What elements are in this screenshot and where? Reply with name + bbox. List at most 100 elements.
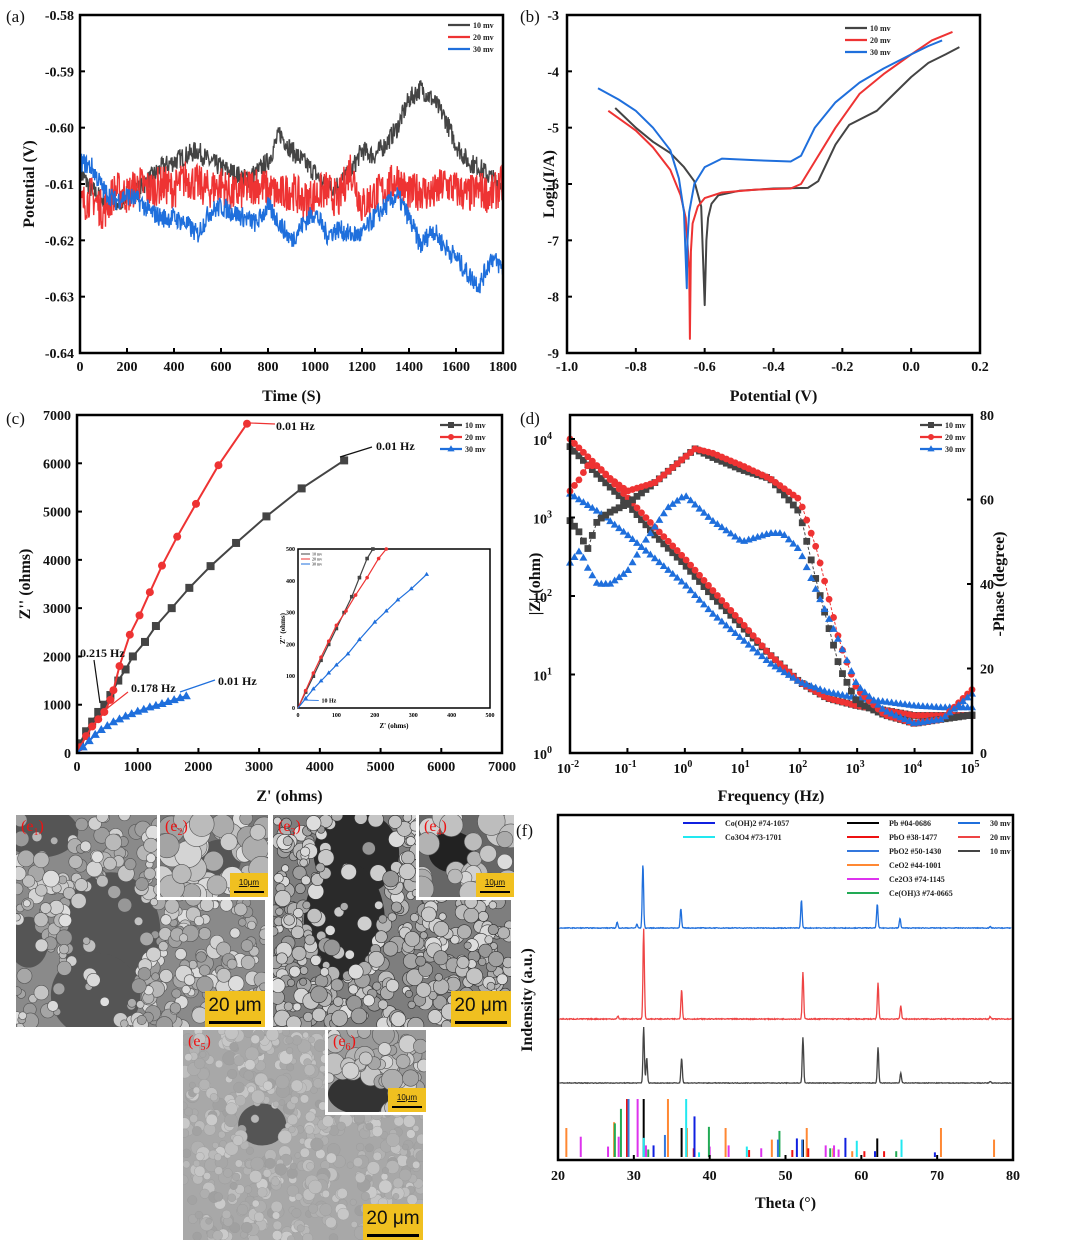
- data-point: [803, 516, 811, 524]
- data-point: [597, 466, 605, 473]
- data-point: [802, 563, 811, 571]
- data-point: [883, 707, 892, 715]
- legend-reference-label: Co3O4 #73-1701: [725, 833, 782, 842]
- x-tick-label: 0: [77, 360, 84, 375]
- data-point: [673, 553, 681, 561]
- data-point: [842, 656, 851, 664]
- data-point: [96, 725, 106, 734]
- data-point: [615, 492, 623, 500]
- y-tick-label: 0: [64, 747, 71, 762]
- data-point: [669, 464, 677, 471]
- annotation-label: 0.01 Hz: [218, 674, 257, 688]
- data-point: [865, 692, 874, 700]
- x-tick-label: 0: [74, 760, 81, 775]
- x-axis-label: Z' (ohms): [256, 788, 322, 805]
- data-point: [243, 419, 251, 428]
- x-tick-label: 800: [258, 360, 279, 375]
- x-tick-label: 3000: [245, 760, 273, 775]
- data-point: [735, 535, 744, 543]
- data-point: [718, 457, 726, 465]
- x-tick-label: 102: [788, 759, 807, 777]
- data-point: [579, 498, 588, 506]
- legend-c-label: 20 mv: [465, 433, 486, 442]
- inset-data-point: [311, 674, 316, 678]
- data-point: [173, 532, 182, 541]
- scale-bar-label: 10μm: [238, 878, 260, 887]
- x-axis-label: Frequency (Hz): [718, 788, 825, 805]
- inset-y-tick-label: 400: [286, 579, 295, 585]
- y2-tick-label: 0: [980, 747, 987, 762]
- data-point: [842, 691, 851, 699]
- annotation-label: 0.215 Hz: [80, 646, 125, 660]
- data-point: [964, 712, 971, 720]
- x-tick-label: 5000: [367, 760, 395, 775]
- data-point: [114, 714, 125, 723]
- data-point: [780, 668, 789, 676]
- annotation-label: 0.01 Hz: [276, 419, 315, 433]
- data-point: [128, 652, 137, 661]
- x-tick-label: 6000: [427, 760, 455, 775]
- data-point: [771, 662, 780, 670]
- data-point: [583, 501, 592, 508]
- data-point: [655, 515, 664, 523]
- data-point: [781, 491, 788, 499]
- data-point: [121, 665, 130, 674]
- legend-b-label: 20 mv: [870, 36, 891, 45]
- data-point: [860, 688, 869, 696]
- data-point: [708, 609, 717, 617]
- plot-frame-b: [565, 13, 982, 355]
- data-point: [115, 662, 124, 671]
- y-tick-label: -0.59: [45, 65, 74, 80]
- x-tick-label: 104: [903, 759, 922, 777]
- data-point: [812, 542, 820, 550]
- y-tick-label: -8: [547, 291, 559, 306]
- data-point: [642, 486, 650, 493]
- x-tick-label: 1400: [395, 360, 423, 375]
- legend-d-marker: [928, 434, 934, 440]
- data-point: [584, 545, 592, 552]
- data-point: [789, 539, 798, 547]
- x-tick-label: 30: [627, 1169, 641, 1184]
- x-tick-label: -0.6: [694, 360, 716, 375]
- inset-x-tick-label: 200: [370, 713, 379, 719]
- data-point: [592, 578, 601, 586]
- data-point: [668, 569, 677, 577]
- data-point: [646, 529, 655, 537]
- y-tick-label: 103: [533, 510, 552, 528]
- inset-y-tick-label: 500: [286, 547, 295, 553]
- data-point: [709, 454, 717, 461]
- series-line-10-mv: [79, 80, 504, 211]
- inset-y-tick-label: 100: [286, 674, 295, 680]
- inset-data-point: [353, 593, 358, 597]
- data-point: [825, 595, 833, 603]
- data-point: [865, 704, 873, 712]
- data-point: [673, 547, 681, 554]
- data-point: [660, 540, 668, 548]
- annotation-label: 0.01 Hz: [376, 439, 415, 453]
- data-point: [682, 492, 691, 500]
- panel-label-a: (a): [6, 7, 25, 26]
- inset-data-point: [319, 658, 323, 663]
- legend-d-label: 10 mv: [945, 421, 966, 430]
- data-point: [762, 656, 771, 664]
- data-point: [673, 460, 681, 468]
- inset-data-point: [334, 626, 339, 631]
- data-point: [669, 549, 677, 557]
- inset-x-axis-label: Z' (ohms): [380, 722, 410, 730]
- data-point: [633, 492, 641, 500]
- data-point: [606, 579, 615, 587]
- data-point: [206, 562, 215, 571]
- data-point: [611, 488, 619, 495]
- data-point: [673, 573, 682, 581]
- inset-data-point: [326, 639, 331, 644]
- x-tick-label: 60: [854, 1169, 868, 1184]
- data-point: [637, 543, 646, 551]
- inset-data-point: [365, 556, 369, 561]
- inset-data-point: [371, 547, 375, 551]
- data-point: [620, 502, 627, 509]
- data-point: [641, 535, 650, 543]
- data-point: [691, 573, 699, 580]
- inset-data-point: [357, 575, 362, 580]
- data-point: [816, 559, 824, 567]
- data-point: [950, 714, 958, 721]
